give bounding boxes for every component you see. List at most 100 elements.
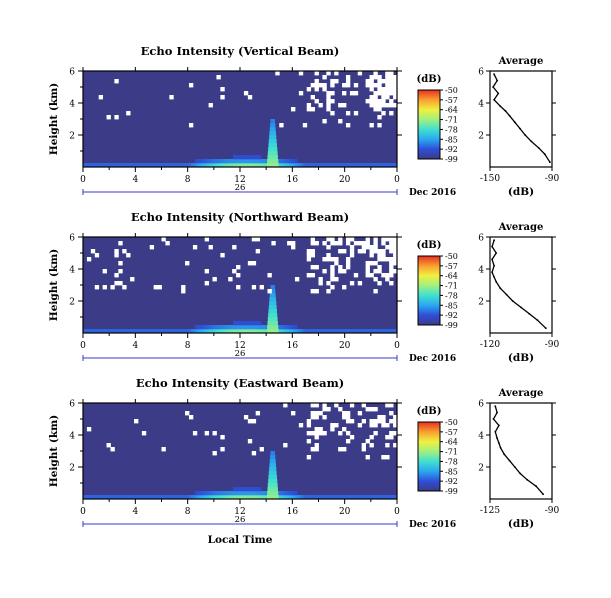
average-point — [530, 140, 533, 143]
echo-cell — [161, 495, 164, 500]
echo-cell — [99, 163, 102, 168]
gap-cell — [377, 75, 382, 80]
echo-cell — [331, 163, 334, 168]
echo-cell — [155, 329, 158, 334]
echo-cell — [315, 163, 318, 168]
echo-cell — [225, 163, 228, 168]
gap-cell — [94, 253, 100, 258]
echo-cell — [237, 325, 240, 330]
echo-cell — [299, 329, 302, 334]
echo-cell — [367, 163, 370, 168]
echo-cell — [291, 491, 294, 496]
echo-cell — [123, 163, 126, 168]
echo-cell — [239, 321, 242, 326]
echo-cell — [371, 163, 374, 168]
gap-cell — [385, 277, 390, 282]
gap-cell — [330, 99, 335, 104]
echo-cell — [99, 495, 102, 500]
echo-cell — [251, 487, 254, 492]
echo-cell — [285, 491, 288, 496]
gap-cell — [369, 123, 374, 128]
gap-cell — [369, 443, 374, 448]
average-point — [504, 110, 507, 112]
echo-cell — [247, 325, 250, 330]
echo-cell — [103, 329, 106, 334]
echo-cell — [335, 329, 338, 334]
echo-cell — [257, 321, 260, 326]
echo-plume — [270, 455, 276, 460]
echo-cell — [279, 163, 282, 168]
echo-cell — [253, 487, 256, 492]
gap-cell — [314, 411, 319, 416]
echo-cell — [333, 329, 336, 334]
gap-cell — [228, 277, 233, 282]
echo-cell — [89, 163, 92, 168]
echo-cell — [327, 495, 330, 500]
echo-cell — [101, 495, 104, 500]
echo-cell — [119, 329, 122, 334]
echo-cell — [183, 495, 186, 500]
echo-cell — [223, 159, 226, 164]
echo-cell — [383, 495, 386, 500]
echo-cell — [225, 491, 228, 496]
gap-cell — [373, 423, 378, 428]
echo-cell — [345, 329, 348, 334]
gap-cell — [310, 289, 315, 294]
gap-cell — [385, 237, 390, 242]
gap-cell — [102, 269, 107, 274]
gap-cell — [114, 79, 119, 84]
avg-y-tick-label: 4 — [478, 266, 484, 276]
gap-cell — [373, 95, 378, 100]
echo-cell — [87, 495, 90, 500]
colorbar-tick-label: -99 — [445, 487, 458, 496]
echo-cell — [379, 163, 382, 168]
gap-cell — [306, 103, 312, 108]
gap-cell — [330, 237, 335, 242]
gap-cell — [389, 99, 394, 104]
echo-plume — [268, 475, 277, 480]
panel-1: Echo Intensity (Vertical Beam) 2 4 6 Height … — [48, 44, 560, 198]
echo-cell — [243, 491, 246, 496]
gap-cell — [330, 269, 335, 274]
echo-cell — [291, 329, 294, 334]
colorbar-tick-label: -78 — [445, 125, 458, 134]
x-tick-label: 4 — [132, 341, 138, 351]
echo-cell — [215, 495, 218, 500]
gap-cell — [381, 99, 386, 104]
gap-cell — [322, 407, 327, 412]
echo-cell — [247, 491, 250, 496]
echo-cell — [251, 495, 254, 500]
average-point — [491, 245, 493, 248]
average-point — [494, 430, 497, 433]
echo-cell — [177, 163, 180, 168]
echo-cell — [91, 163, 94, 168]
gap-cell — [373, 277, 378, 282]
echo-cell — [241, 321, 244, 326]
colorbar-tick-label: -78 — [445, 457, 458, 466]
gap-cell — [377, 257, 382, 262]
echo-cell — [177, 329, 180, 334]
gap-cell — [310, 95, 315, 100]
echo-cell — [239, 159, 242, 164]
gap-cell — [306, 419, 312, 424]
echo-plume — [270, 119, 275, 124]
colorbar-unit: (dB) — [417, 240, 442, 251]
gap-cell — [389, 103, 394, 108]
gap-cell — [342, 427, 347, 432]
gap-cell — [110, 285, 115, 290]
echo-cell — [253, 495, 256, 500]
echo-cell — [233, 329, 236, 334]
gap-cell — [318, 83, 323, 88]
echo-cell — [355, 495, 358, 500]
echo-cell — [383, 329, 386, 334]
echo-cell — [317, 495, 320, 500]
gap-cell — [349, 249, 355, 254]
echo-cell — [155, 495, 158, 500]
echo-cell — [203, 329, 206, 334]
gap-cell — [130, 277, 135, 282]
echo-cell — [239, 491, 242, 496]
gap-cell — [393, 253, 398, 258]
gap-cell — [314, 431, 319, 436]
gap-cell — [188, 415, 194, 420]
average-point — [493, 73, 495, 76]
